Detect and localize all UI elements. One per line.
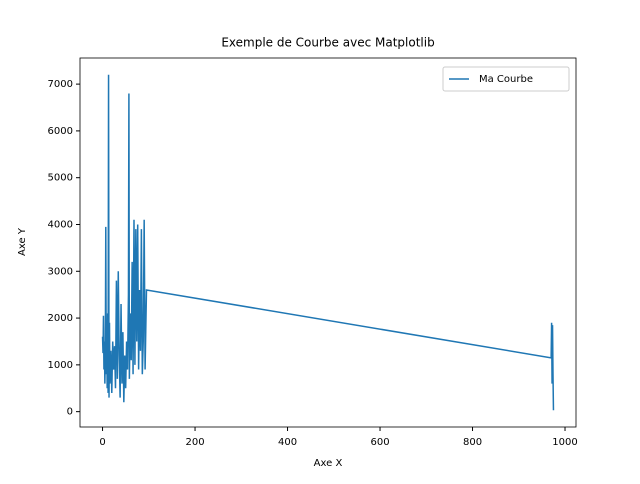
y-tick-label: 0 xyxy=(67,407,73,418)
legend-label: Ma Courbe xyxy=(479,74,533,85)
y-tick-label: 1000 xyxy=(48,360,73,371)
line xyxy=(101,74,555,411)
x-tick-label: 1000 xyxy=(552,437,577,448)
y-tick-label: 5000 xyxy=(48,173,73,184)
y-tick-label: 6000 xyxy=(48,126,73,137)
x-axis-label: Axe X xyxy=(314,458,343,469)
y-tick-label: 3000 xyxy=(48,266,73,277)
y-axis-label: Axe Y xyxy=(17,227,28,256)
y-tick-label: 7000 xyxy=(48,79,73,90)
chart-title: Exemple de Courbe avec Matplotlib xyxy=(221,36,434,50)
x-tick-label: 0 xyxy=(99,437,105,448)
x-tick-label: 600 xyxy=(370,437,389,448)
y-tick-label: 4000 xyxy=(48,219,73,230)
x-tick-label: 200 xyxy=(185,437,204,448)
x-tick-label: 800 xyxy=(463,437,482,448)
axes-frame xyxy=(79,57,577,428)
legend-box xyxy=(442,66,570,92)
y-tick-label: 2000 xyxy=(48,313,73,324)
x-tick-label: 400 xyxy=(278,437,297,448)
